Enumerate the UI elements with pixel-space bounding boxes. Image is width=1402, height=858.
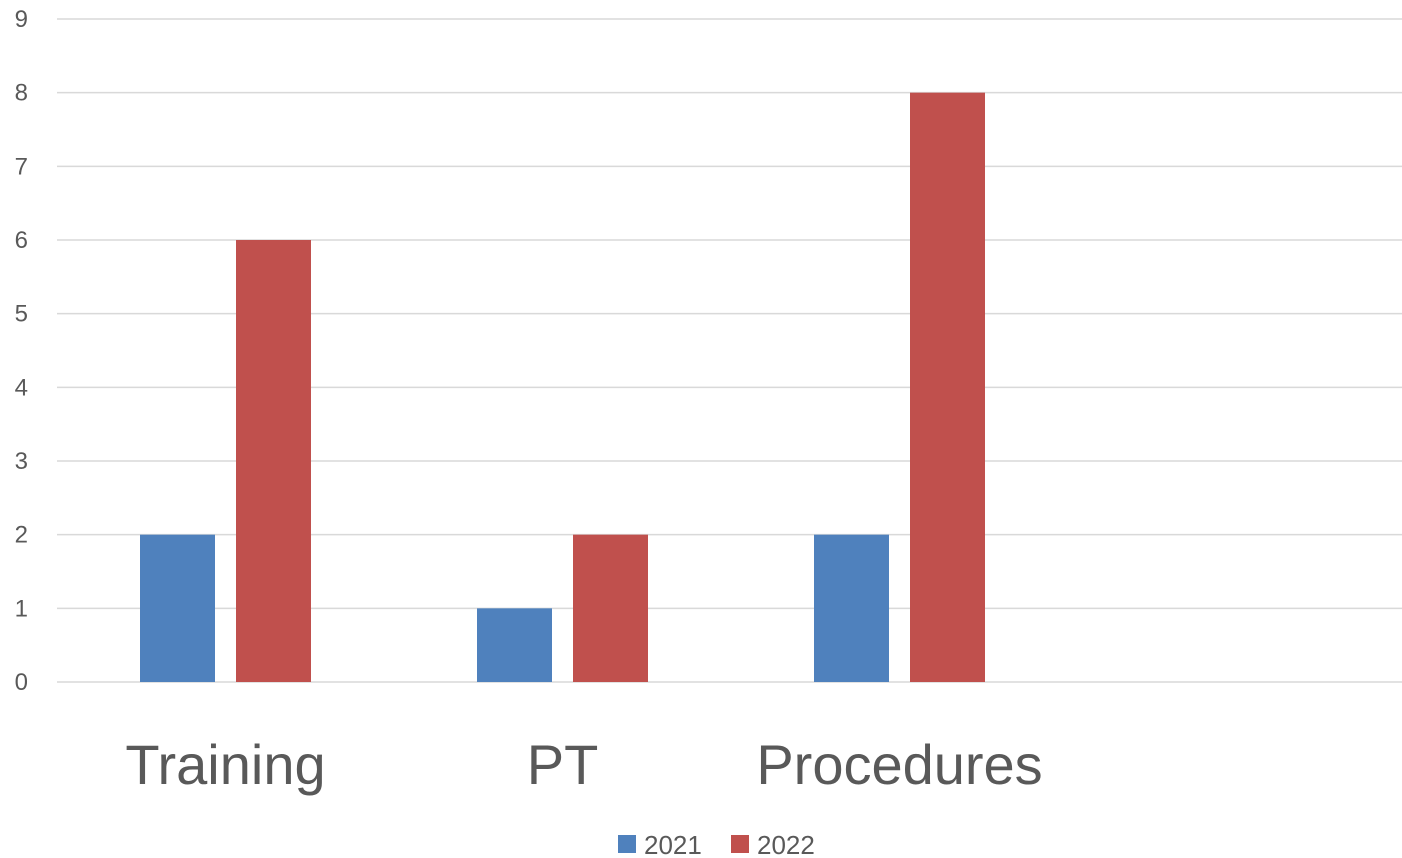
y-tick-label: 8 [15,80,28,107]
legend-label-2022: 2022 [757,830,815,858]
y-axis-tick-labels: 0 1 2 3 4 5 6 7 8 9 [15,6,28,696]
bar-2021-training [140,534,215,682]
y-tick-label: 1 [15,595,28,622]
y-tick-label: 3 [15,448,28,475]
category-label: PT [527,733,599,796]
legend-swatch-2021 [618,835,636,853]
bar-2022-training [236,240,311,682]
bar-2021-procedures [814,534,889,682]
bar-2022-pt [573,534,648,682]
x-axis-category-labels: Training PT Procedures [125,733,1042,796]
bars [140,92,985,682]
legend-label-2021: 2021 [644,830,702,858]
y-tick-label: 5 [15,301,28,328]
y-tick-label: 9 [15,6,28,33]
y-tick-label: 7 [15,153,28,180]
category-label: Training [125,733,325,796]
bar-2022-procedures [910,92,985,682]
y-tick-label: 2 [15,522,28,549]
y-tick-label: 4 [15,374,28,401]
y-tick-label: 0 [15,669,28,696]
bar-2021-pt [477,608,552,682]
category-label: Procedures [756,733,1042,796]
legend-swatch-2022 [731,835,749,853]
y-tick-label: 6 [15,227,28,254]
legend: 2021 2022 [618,830,815,858]
